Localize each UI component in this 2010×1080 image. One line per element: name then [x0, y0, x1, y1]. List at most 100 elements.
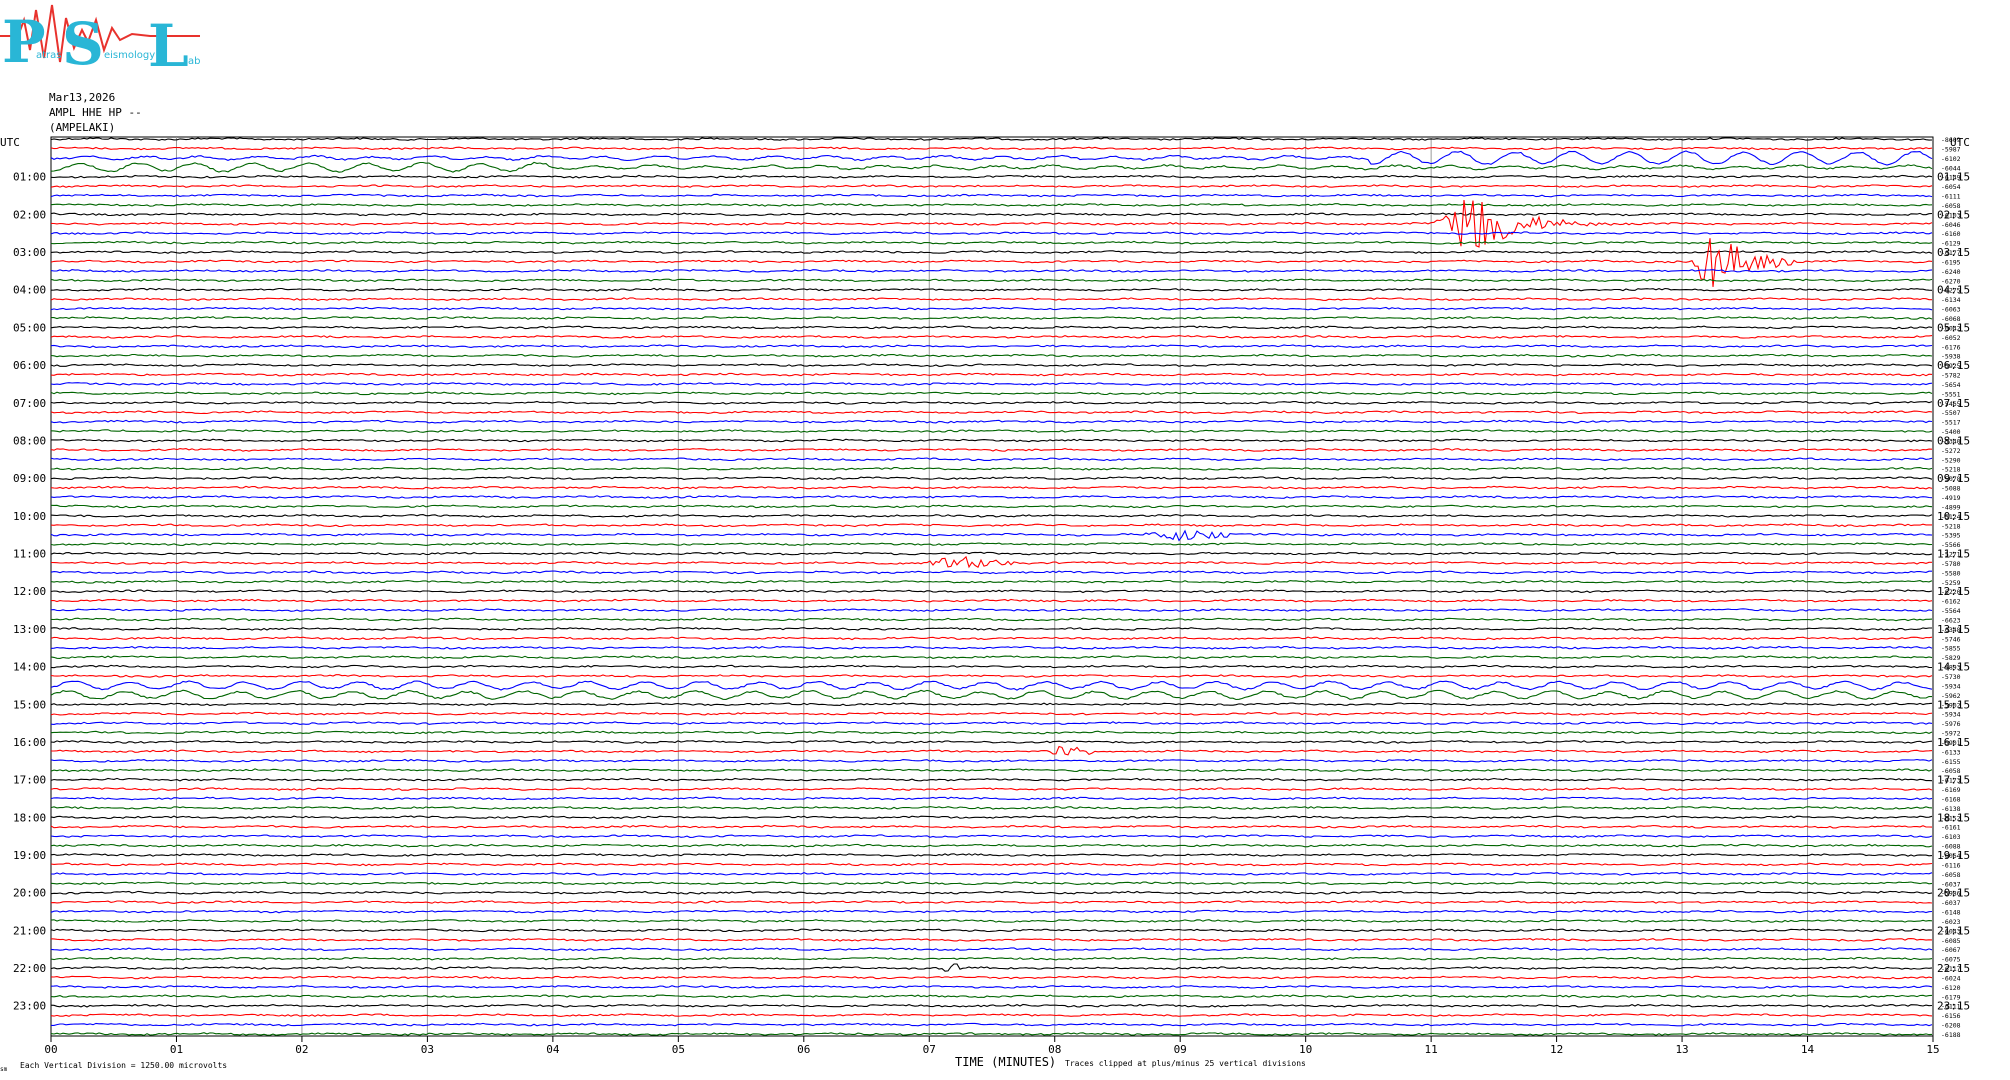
right-hour-label: 01:15 — [1937, 171, 1970, 184]
trace-line — [50, 853, 1933, 857]
trace-offset-label: -6162 — [1941, 598, 1961, 606]
trace-offset-label: -6042 — [1941, 324, 1961, 332]
right-hour-label: 22:15 — [1937, 962, 1970, 975]
trace-line — [50, 730, 1933, 735]
trace-offset-label: -5782 — [1941, 372, 1961, 380]
logo-word-atras: atras — [36, 50, 62, 61]
left-hour-label: 21:00 — [13, 924, 46, 937]
trace-line — [50, 579, 1933, 584]
trace-offset-label: -6054 — [1941, 183, 1961, 191]
x-tick-label: 08 — [1048, 1043, 1061, 1056]
right-hour-label: 13:15 — [1937, 623, 1970, 636]
trace-line — [50, 890, 1933, 895]
trace-line — [51, 316, 1933, 320]
trace-offset-label: -6111 — [1941, 193, 1961, 201]
trace-line — [50, 900, 1933, 904]
trace-offset-label: -6129 — [1941, 240, 1961, 248]
logo-wave — [0, 4, 200, 63]
corner-note: sm — [0, 1066, 8, 1073]
right-hour-label: 07:15 — [1937, 397, 1970, 410]
trace-offset-label: -8609 — [1941, 136, 1961, 144]
trace-offset-label: -5855 — [1941, 645, 1961, 653]
right-hour-label: 18:15 — [1937, 811, 1970, 824]
trace-line — [50, 843, 1933, 848]
x-tick-label: 07 — [923, 1043, 936, 1056]
trace-line — [50, 363, 1933, 367]
trace-offset-label: -5400 — [1941, 428, 1961, 436]
trace-line — [50, 627, 1932, 631]
right-hour-label: 05:15 — [1937, 321, 1970, 334]
left-hour-label: 19:00 — [13, 849, 46, 862]
left-hour-label: 12:00 — [13, 585, 46, 598]
trace-offset-label: -5972 — [1941, 730, 1961, 738]
trace-offset-label: -6063 — [1941, 306, 1961, 314]
trace-line — [50, 529, 1933, 542]
left-hour-label: 23:00 — [13, 1000, 46, 1013]
trace-line — [50, 787, 1933, 791]
trace-offset-label: -6134 — [1941, 296, 1961, 304]
trace-group: -8609-5987-6102-6044-6149-6054-6111-6058… — [50, 136, 1961, 1039]
left-hour-label: 10:00 — [13, 510, 46, 523]
trace-line — [50, 768, 1933, 773]
trace-line — [50, 523, 1932, 528]
trace-line — [50, 150, 1933, 166]
right-hour-label: 08:15 — [1937, 434, 1970, 447]
trace-offset-label: -6169 — [1941, 786, 1961, 794]
trace-offset-label: -6160 — [1941, 230, 1961, 238]
trace-offset-label: -6138 — [1941, 805, 1961, 813]
x-tick-label: 10 — [1299, 1043, 1312, 1056]
trace-line — [50, 608, 1933, 612]
trace-offset-label: -5340 — [1941, 437, 1961, 445]
trace-offset-label: -5218 — [1941, 522, 1961, 530]
trace-offset-label: -6240 — [1941, 268, 1961, 276]
trace-line — [50, 834, 1933, 838]
x-tick-label: 03 — [421, 1043, 434, 1056]
trace-line — [50, 617, 1933, 622]
trace-line — [50, 514, 1933, 518]
logo-word-ab: ab — [188, 56, 200, 67]
trace-offset-label: -5987 — [1941, 145, 1961, 153]
trace-offset-label: -6179 — [1941, 993, 1961, 1001]
axes-group: UTC UTC TIME (MINUTES) Traces clipped at… — [0, 136, 1970, 1073]
right-hour-label: 19:15 — [1937, 849, 1970, 862]
left-hour-label: 09:00 — [13, 472, 46, 485]
trace-offset-label: -6168 — [1941, 795, 1961, 803]
right-hour-label: 06:15 — [1937, 359, 1970, 372]
trace-line — [50, 372, 1933, 377]
trace-offset-label: -6270 — [1941, 277, 1961, 285]
x-tick-label: 13 — [1675, 1043, 1688, 1056]
vertical-division-note: Each Vertical Division = 1250.00 microvo… — [20, 1061, 227, 1070]
trace-line — [50, 193, 1933, 198]
x-tick-label: 15 — [1926, 1043, 1939, 1056]
left-hour-label: 05:00 — [13, 321, 46, 334]
left-hour-label: 22:00 — [13, 962, 46, 975]
right-hour-label: 09:15 — [1937, 472, 1970, 485]
left-hour-label: 18:00 — [13, 811, 46, 824]
trace-offset-label: -6116 — [1941, 861, 1961, 869]
trace-offset-label: -5124 — [1941, 513, 1961, 521]
trace-offset-label: -6043 — [1941, 927, 1961, 935]
left-hour-label: 20:00 — [13, 887, 46, 900]
right-hour-label: 10:15 — [1937, 510, 1970, 523]
trace-line — [50, 419, 1933, 424]
x-tick-label: 09 — [1174, 1043, 1187, 1056]
trace-line — [50, 636, 1933, 641]
trace-line — [50, 919, 1933, 923]
trace-offset-label: -5730 — [1941, 673, 1961, 681]
x-tick-label: 04 — [546, 1043, 560, 1056]
trace-line — [50, 985, 1933, 989]
right-hour-label: 02:15 — [1937, 208, 1970, 221]
trace-line — [50, 268, 1933, 273]
trace-line — [50, 1003, 1933, 1008]
logo-letter-p: P — [2, 8, 46, 76]
trace-offset-label: -6075 — [1941, 956, 1961, 964]
trace-offset-label: -5976 — [1941, 720, 1961, 728]
trace-offset-label: -6148 — [1941, 909, 1961, 917]
x-tick-label: 01 — [170, 1043, 183, 1056]
trace-offset-label: -5272 — [1941, 447, 1961, 455]
trace-line — [50, 240, 1933, 245]
trace-offset-label: -6037 — [1941, 880, 1961, 888]
trace-line — [50, 495, 1933, 499]
trace-offset-label: -6161 — [1941, 824, 1961, 832]
